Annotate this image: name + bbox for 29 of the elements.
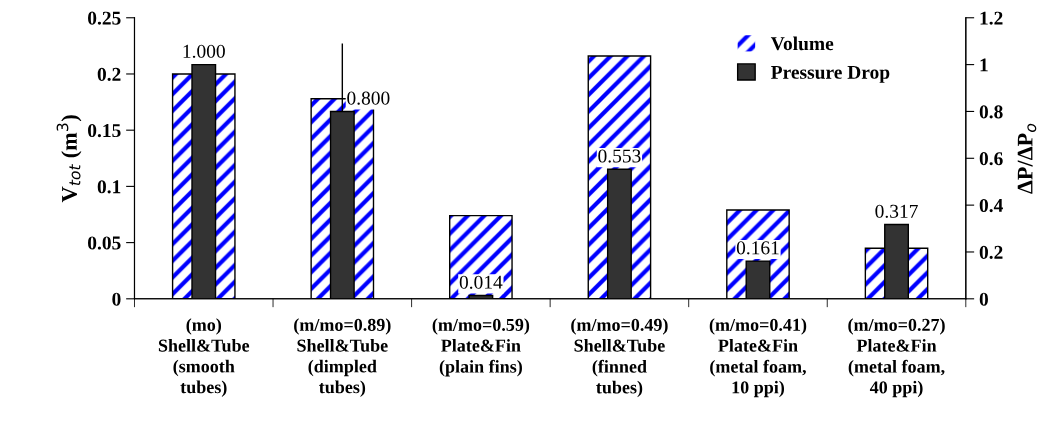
y2-tick-label: 0.2	[979, 245, 1003, 259]
data-label: 0.014	[459, 275, 503, 289]
y-tick-label: 0	[112, 292, 121, 306]
x-tick-label: (m/mo=0.27) Plate&Fin (metal foam, 40 ppi)	[848, 318, 945, 398]
y-tick-label: 0.25	[88, 11, 121, 25]
y2-tick-label: 1.2	[980, 11, 1003, 25]
y2-tick-label: 0.4	[979, 198, 1003, 213]
y2-tick-label: 0.6	[979, 152, 1003, 166]
x-tick-label: (mo) Shell&Tube (smooth tubes)	[158, 318, 250, 397]
legend-label: Volume	[770, 36, 834, 51]
data-label: 0.161	[736, 241, 779, 255]
y-axis-title: V$_{tot}$ (m$^{3}$)	[56, 115, 82, 203]
y-tick-label: 0.05	[88, 236, 121, 250]
data-label: 0.553	[598, 149, 641, 163]
y2-tick-label: 1	[980, 58, 988, 72]
data-label: 0.800	[347, 91, 390, 105]
x-tick-label: (m/mo=0.41) Plate&Fin (metal foam, 10 ppi)	[709, 318, 807, 398]
y2-tick-label: 0.8	[979, 105, 1003, 119]
data-label: 0.317	[875, 204, 918, 218]
legend-label: Pressure Drop	[771, 65, 890, 83]
y-tick-label: 0.1	[97, 180, 121, 194]
y-tick-label: 0.15	[88, 124, 121, 138]
y2-tick-label: 0	[979, 292, 988, 306]
x-tick-label: (m/mo=0.49) Shell&Tube (finned tubes)	[571, 318, 668, 398]
x-tick-label: (m/mo=0.59) Plate&Fin (plain fins)	[432, 318, 530, 377]
y2-axis-title: ΔP/ΔP$_{o}$	[1017, 123, 1037, 194]
data-label: 1.000	[183, 44, 225, 58]
x-tick-label: (m/mo=0.89) Shell&Tube (dimpled tubes)	[294, 318, 391, 397]
y-tick-label: 0.2	[97, 67, 121, 81]
